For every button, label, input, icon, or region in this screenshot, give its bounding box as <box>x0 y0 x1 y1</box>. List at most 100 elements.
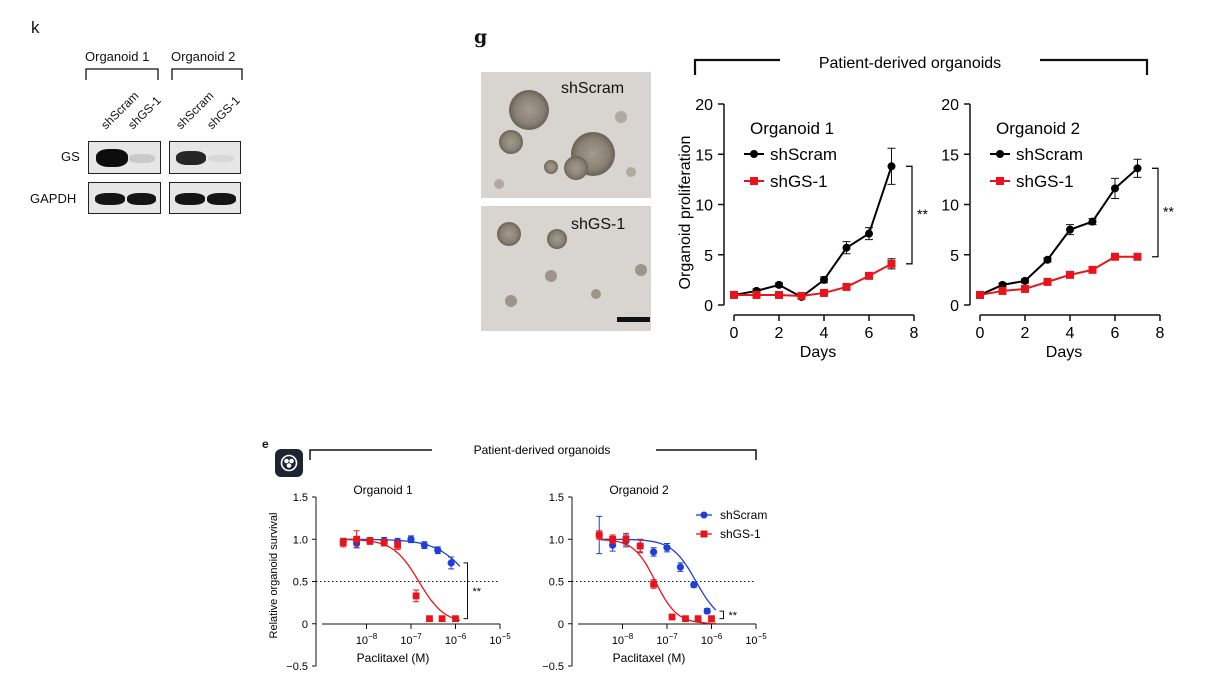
y-tick-label: 1.5 <box>293 492 308 504</box>
panel-letter-e: e <box>262 437 269 451</box>
x-tick-label: 2 <box>1021 325 1030 342</box>
banner-title: Patient-derived organoids <box>819 55 1001 72</box>
data-point <box>339 539 347 547</box>
blot-band <box>208 155 234 162</box>
data-point <box>394 541 402 549</box>
data-point <box>842 282 851 291</box>
organoid-image-shscram: shScram <box>481 72 651 198</box>
data-point <box>797 291 806 300</box>
data-point <box>775 280 783 289</box>
y-tick-label: 0 <box>558 619 564 631</box>
significance-label: ** <box>917 206 928 222</box>
data-point <box>682 615 689 623</box>
x-axis-label: Paclitaxel (M) <box>357 651 430 665</box>
data-point <box>820 275 828 284</box>
legend-label: shGS-1 <box>1016 172 1074 191</box>
data-point <box>865 271 873 280</box>
y-tick-label: 0 <box>704 298 713 315</box>
blot-gapdh-organoid-1 <box>88 182 161 214</box>
data-point <box>407 535 415 543</box>
data-point <box>708 615 715 623</box>
blot-group-label-2: Organoid 2 <box>171 49 236 64</box>
data-point <box>976 290 984 299</box>
fit-curve <box>344 538 461 622</box>
data-point <box>650 548 658 556</box>
data-point <box>1043 255 1052 264</box>
significance-label: ** <box>473 586 482 598</box>
y-tick-label: 1.0 <box>549 534 564 546</box>
data-point <box>752 290 761 299</box>
organoid-clusters <box>481 72 651 198</box>
data-point <box>595 531 603 539</box>
data-point <box>447 559 455 567</box>
significance-bracket <box>719 610 724 620</box>
fit-curve <box>600 539 716 625</box>
data-point <box>420 541 428 549</box>
y-tick-label: 0.5 <box>549 577 564 589</box>
data-point <box>820 288 828 297</box>
legend-marker <box>750 150 758 158</box>
x-tick-label: 10−5 <box>489 632 511 647</box>
y-tick-label: 0 <box>950 298 959 315</box>
data-point <box>1021 276 1029 285</box>
data-point <box>622 535 630 543</box>
legend-label: shGS-1 <box>770 172 828 191</box>
data-point <box>676 563 684 571</box>
data-point <box>865 229 873 238</box>
survival-charts: −0.5 0 0.5 1.0 1.5 10−8 10−7 10−6 10−5 Paclitaxel… <box>268 443 767 673</box>
y-tick-label: 20 <box>695 97 713 114</box>
data-point <box>730 290 738 299</box>
y-tick-label: −0.5 <box>542 661 564 673</box>
data-point <box>609 535 617 543</box>
significance-bracket <box>906 165 913 265</box>
significance-bracket <box>463 562 468 620</box>
blot-group-brackets <box>85 68 243 80</box>
fit-curve <box>600 538 717 611</box>
legend-label: shGS-1 <box>720 527 761 541</box>
x-tick-label: 8 <box>1156 325 1165 342</box>
data-point <box>412 592 420 600</box>
data-point <box>703 607 711 615</box>
data-point <box>426 615 433 623</box>
y-tick-label: 1.0 <box>293 534 308 546</box>
panel-letter-g: g <box>474 26 488 48</box>
x-tick-label: 0 <box>730 325 739 342</box>
significance-label: ** <box>729 610 738 622</box>
blot-row-label-gs: GS <box>61 149 80 164</box>
y-tick-label: 15 <box>941 147 959 164</box>
blot-band <box>176 151 206 165</box>
data-point <box>694 615 702 623</box>
x-tick-label: 10−7 <box>656 632 678 647</box>
data-point <box>998 286 1007 295</box>
data-point <box>1043 277 1052 286</box>
legend-label: shScram <box>720 508 767 522</box>
organoid-image-label: shScram <box>561 80 625 97</box>
significance-bracket <box>1152 167 1159 258</box>
x-tick-label: 6 <box>865 325 874 342</box>
x-tick-label: 6 <box>1111 325 1120 342</box>
x-tick-label: 10−8 <box>612 632 634 647</box>
data-point <box>1133 164 1142 173</box>
banner-title: Patient-derived organoids <box>474 443 611 457</box>
organoid-image-shgs: shGS-1 <box>481 206 651 331</box>
data-point <box>636 542 644 550</box>
data-point <box>1111 252 1119 261</box>
legend-marker <box>996 150 1004 158</box>
legend-marker <box>996 177 1004 185</box>
data-point <box>1066 270 1074 279</box>
x-tick-label: 10−5 <box>745 632 767 647</box>
significance-label: ** <box>1163 204 1174 220</box>
x-tick-label: 10−6 <box>701 632 723 647</box>
data-point <box>650 580 658 588</box>
legend-marker <box>700 511 708 519</box>
legend-label: shScram <box>1016 145 1083 164</box>
panel-letter-k: k <box>31 18 40 37</box>
x-tick-label: 8 <box>910 325 919 342</box>
data-point <box>1133 252 1142 261</box>
y-tick-label: 0.5 <box>293 577 308 589</box>
blot-band <box>96 149 128 167</box>
fit-curve <box>344 538 461 567</box>
data-point <box>1066 225 1074 234</box>
banner-bracket <box>693 58 1149 75</box>
